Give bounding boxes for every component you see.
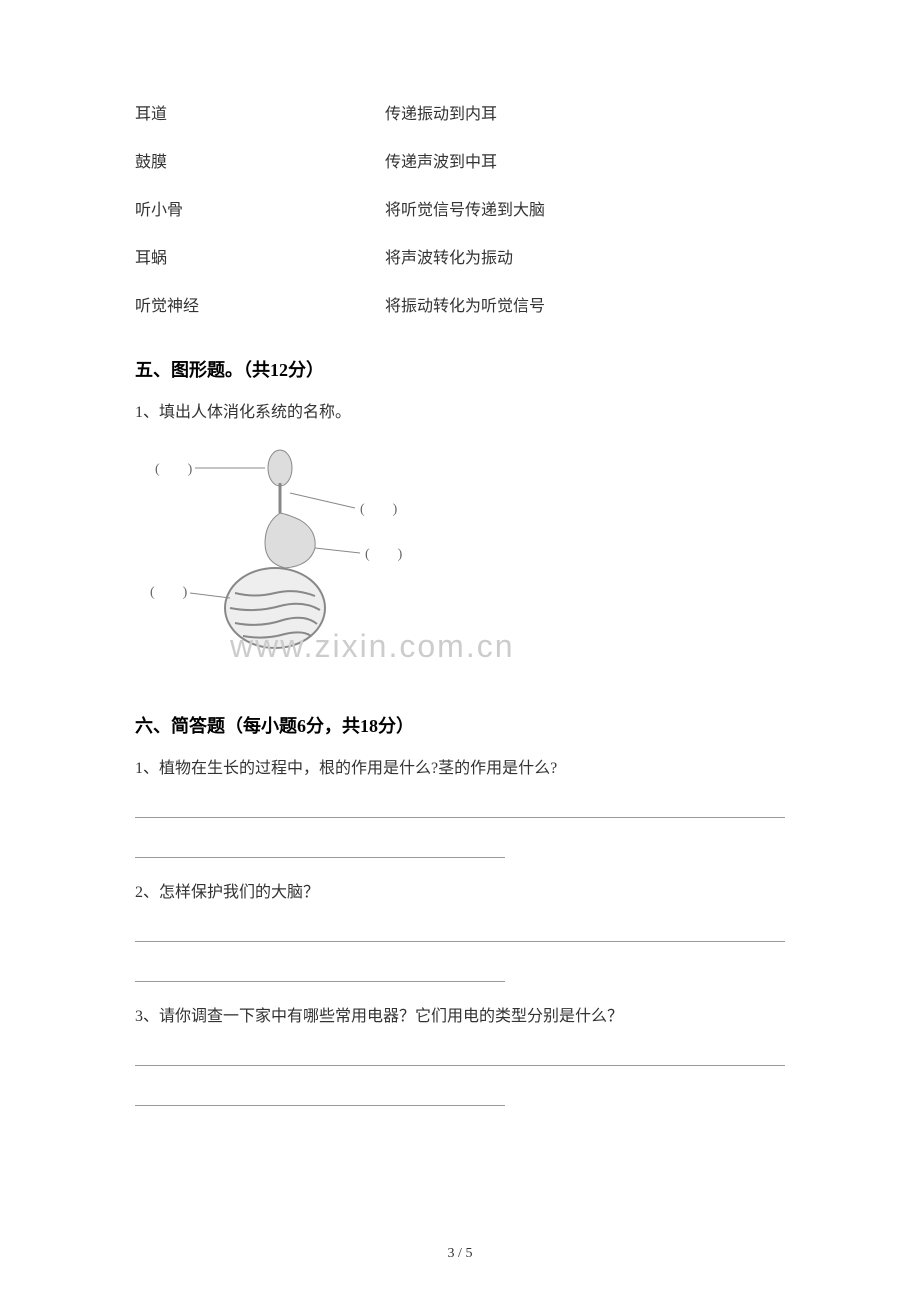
section-6-question-1: 1、植物在生长的过程中，根的作用是什么?茎的作用是什么?	[135, 754, 785, 778]
matching-left: 听小骨	[135, 196, 335, 220]
matching-left: 耳道	[135, 100, 335, 124]
matching-right: 将声波转化为振动	[335, 244, 785, 268]
svg-text:( ): ( )	[365, 547, 403, 562]
answer-line-short	[135, 1082, 505, 1106]
matching-right: 传递声波到中耳	[335, 148, 785, 172]
svg-text:( ): ( )	[155, 462, 193, 477]
matching-right: 将听觉信号传递到大脑	[335, 196, 785, 220]
matching-row: 听觉神经 将振动转化为听觉信号	[135, 292, 785, 316]
section-5: 五、图形题。（共12分） 1、填出人体消化系统的名称。 ( ) ( ) ( )	[135, 356, 785, 688]
section-6-question-2: 2、怎样保护我们的大脑？	[135, 878, 785, 902]
matching-left: 听觉神经	[135, 292, 335, 316]
digestive-system-diagram: ( ) ( ) ( ) (	[135, 438, 635, 688]
svg-text:( ): ( )	[150, 585, 188, 600]
svg-text:( ): ( )	[360, 502, 398, 517]
matching-right: 将振动转化为听觉信号	[335, 292, 785, 316]
answer-line	[135, 1042, 785, 1066]
matching-row: 耳道 传递振动到内耳	[135, 100, 785, 124]
matching-left: 耳蜗	[135, 244, 335, 268]
matching-left: 鼓膜	[135, 148, 335, 172]
answer-line-short	[135, 834, 505, 858]
matching-section: 耳道 传递振动到内耳 鼓膜 传递声波到中耳 听小骨 将听觉信号传递到大脑 耳蜗 …	[135, 100, 785, 316]
digestive-system-svg: ( ) ( ) ( ) (	[135, 438, 635, 688]
section-6-question-3: 3、请你调查一下家中有哪些常用电器？它们用电的类型分别是什么？	[135, 1002, 785, 1026]
answer-line	[135, 794, 785, 818]
answer-line-short	[135, 958, 505, 982]
matching-right: 传递振动到内耳	[335, 100, 785, 124]
section-5-question-1: 1、填出人体消化系统的名称。	[135, 398, 785, 422]
matching-row: 鼓膜 传递声波到中耳	[135, 148, 785, 172]
section-6-header: 六、简答题（每小题6分，共18分）	[135, 712, 785, 738]
answer-line	[135, 918, 785, 942]
section-5-header: 五、图形题。（共12分）	[135, 356, 785, 382]
page-number: 3 / 5	[448, 1246, 473, 1262]
section-6: 六、简答题（每小题6分，共18分） 1、植物在生长的过程中，根的作用是什么?茎的…	[135, 712, 785, 1106]
matching-row: 耳蜗 将声波转化为振动	[135, 244, 785, 268]
matching-row: 听小骨 将听觉信号传递到大脑	[135, 196, 785, 220]
